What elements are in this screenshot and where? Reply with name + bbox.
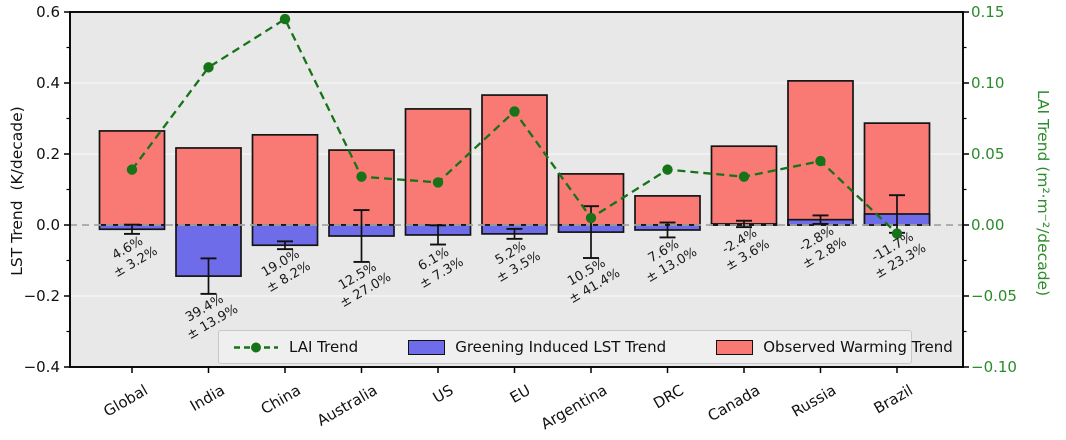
lai-point-China [279, 13, 291, 25]
lai-point-Global [126, 164, 138, 175]
right-axis-title: LAI Trend (m²·m⁻²/decade) [1034, 89, 1052, 297]
lai-point-Brazil [891, 228, 903, 239]
lai-point-India [203, 62, 214, 73]
legend: LAI Trend Greening Induced LST Trend Obs… [218, 330, 953, 364]
bar-observed-Global [98, 130, 166, 226]
bar-observed-DRC [634, 195, 701, 226]
legend-item-lai-trend: LAI Trend [233, 338, 358, 356]
bar-observed-India [175, 147, 242, 226]
lai-point-US [432, 177, 444, 188]
lai-point-EU [509, 106, 520, 117]
right-axis-tick-label: 0.10 [971, 73, 1005, 92]
lai-point-Canada [738, 171, 750, 182]
left-axis-tick-label: 0.4 [36, 73, 60, 92]
lai-trend-line-icon [234, 342, 278, 352]
right-axis-tick-label: −0.05 [971, 286, 1017, 305]
right-axis-tick-label: 0.00 [971, 215, 1005, 234]
left-axis-tick-label: 0.2 [36, 144, 60, 163]
bar-observed-EU [481, 94, 548, 226]
bar-observed-US [404, 108, 472, 226]
legend-item-greening: Greening Induced LST Trend [408, 338, 666, 356]
left-axis-tick-label: −0.4 [23, 357, 60, 376]
right-axis-tick-label: 0.15 [971, 2, 1005, 21]
lai-point-Russia [815, 155, 826, 167]
legend-item-observed: Observed Warming Trend [716, 338, 953, 356]
bar-observed-China [251, 133, 319, 226]
left-axis-tick-label: −0.2 [23, 286, 60, 305]
right-axis-tick-label: −0.10 [971, 357, 1017, 376]
legend-label-observed: Observed Warming Trend [763, 338, 953, 356]
lai-point-Australia [356, 171, 367, 182]
left-axis-tick-label: 0.0 [36, 215, 60, 234]
legend-label-lai-trend: LAI Trend [289, 338, 359, 356]
right-axis-tick-label: 0.05 [971, 144, 1005, 163]
lai-point-Argentina [585, 212, 597, 224]
bar-observed-Russia [787, 80, 854, 226]
bar-observed-Canada [710, 145, 778, 226]
legend-label-greening: Greening Induced LST Trend [455, 338, 667, 356]
greening-swatch-icon [408, 339, 446, 355]
lai-point-DRC [662, 164, 673, 175]
left-axis-tick-label: 0.6 [36, 2, 60, 21]
observed-swatch-icon [716, 339, 754, 355]
